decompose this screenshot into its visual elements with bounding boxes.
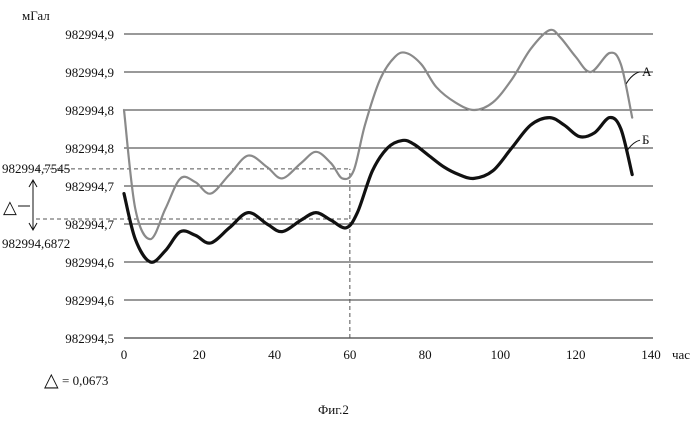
series-label-leader-a — [626, 72, 640, 84]
y-tick-label-5: 982994,8 — [65, 141, 114, 156]
y-tick-label-4: 982994,7 — [65, 179, 114, 194]
series-label-a: А — [642, 64, 652, 79]
gridlines — [124, 34, 653, 300]
y-tick-label-7: 982994,9 — [65, 65, 114, 80]
y-tick-label-0: 982994,5 — [65, 331, 114, 346]
y-tick-label-1: 982994,6 — [65, 293, 114, 308]
figure-caption: Фиг.2 — [318, 402, 349, 417]
delta-symbol-bottom: △ — [44, 370, 59, 391]
x-tick-label-1: 20 — [193, 347, 206, 362]
x-tick-label-6: 120 — [566, 347, 586, 362]
y-tick-label-6: 982994,8 — [65, 103, 114, 118]
x-axis-label: час — [672, 347, 690, 362]
x-tick-label-7: 140 — [641, 347, 661, 362]
series-line-a — [124, 30, 632, 239]
y-tick-label-8: 982994,9 — [65, 27, 114, 42]
y-axis-label: мГал — [22, 8, 50, 23]
series-lines — [124, 30, 632, 262]
upper-value-label: 982994,7545 — [2, 161, 70, 176]
y-tick-labels: 982994,5982994,6982994,6982994,7982994,7… — [65, 27, 114, 346]
x-tick-label-0: 0 — [121, 347, 128, 362]
reference-lines — [36, 169, 350, 338]
x-tick-label-3: 60 — [343, 347, 356, 362]
delta-value-text: = 0,0673 — [62, 373, 108, 388]
x-tick-label-4: 80 — [419, 347, 432, 362]
lower-value-label: 982994,6872 — [2, 236, 70, 251]
delta-symbol-left: △ — [3, 197, 17, 217]
x-tick-labels: 0 20 40 60 80 100 120 140 — [121, 347, 661, 362]
x-tick-label-2: 40 — [268, 347, 281, 362]
series-label-b: Б — [642, 132, 649, 147]
delta-bracket — [18, 180, 37, 230]
x-tick-label-5: 100 — [491, 347, 511, 362]
y-tick-label-2: 982994,6 — [65, 255, 114, 270]
series-line-b — [124, 118, 632, 263]
